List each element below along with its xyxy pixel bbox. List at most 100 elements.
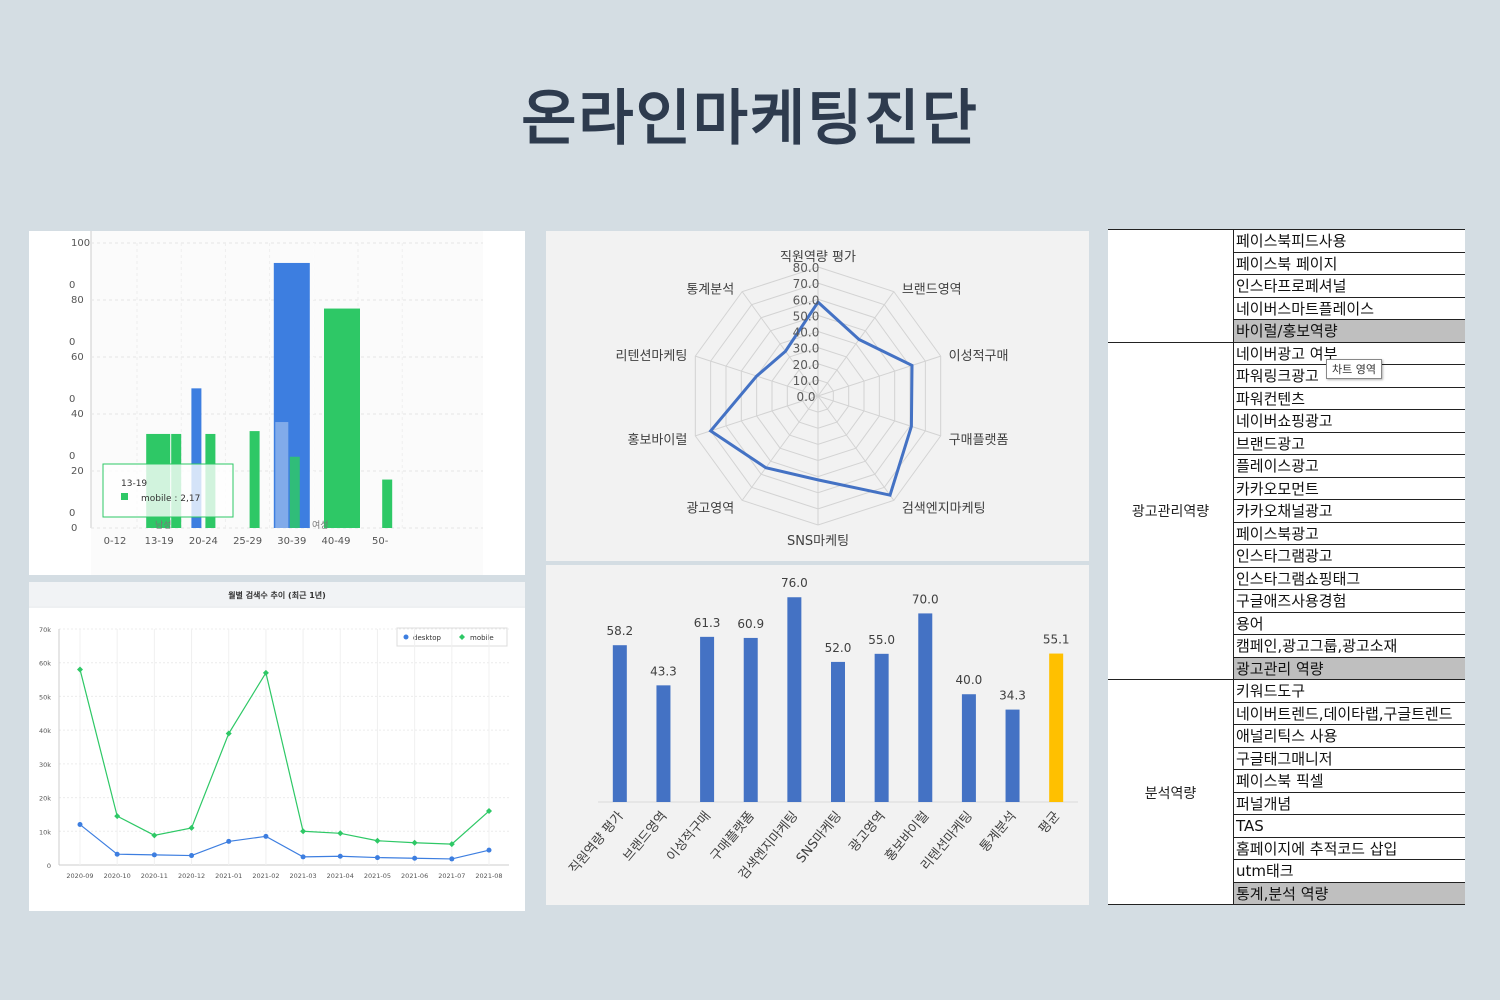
age-y-tick-label: 100 xyxy=(71,238,90,249)
age-y-ghost-tick: 0 xyxy=(69,508,75,519)
table-group-divider xyxy=(1108,904,1234,905)
score-x-tick-label: 평균 xyxy=(1036,809,1063,837)
table-row-item: 카카오모먼트 xyxy=(1234,478,1465,500)
table-row-item: 페이스북 페이지 xyxy=(1234,253,1465,275)
trend-point-mobile xyxy=(114,813,121,820)
checklist-table: 페이스북피드사용 페이스북 페이지 인스타프로페셔널 네이버스마트플레이스 바이럴/홍보… xyxy=(1108,229,1465,905)
age-bar-mobile xyxy=(382,479,393,528)
trend-x-tick-label: 2020-12 xyxy=(178,872,205,880)
trend-x-tick-label: 2021-01 xyxy=(215,872,242,880)
score-data-label: 55.1 xyxy=(1043,633,1070,647)
score-bar xyxy=(743,637,758,802)
radar-chart-panel: 80.0 70.0 60.0 50.0 40.0 30.0 20.0 10.0 0.0 직원역량 … xyxy=(546,231,1089,561)
table-row-item: 애널리틱스 사용 xyxy=(1234,725,1465,748)
trend-point-mobile xyxy=(486,808,492,815)
age-ghost-bar xyxy=(275,422,289,529)
table-row-item: 네이버스마트플레이스 xyxy=(1234,298,1465,320)
radar-spoke xyxy=(741,291,819,397)
trend-point-mobile xyxy=(374,837,381,844)
trend-point-desktop xyxy=(300,854,306,860)
score-bar xyxy=(831,661,845,802)
table-row-item: 캠페인,광고그룹,광고소재 xyxy=(1234,635,1465,658)
age-y-ghost-tick: 0 xyxy=(69,451,75,462)
trend-y-tick-label: 0 xyxy=(47,862,51,870)
radar-chart: 80.0 70.0 60.0 50.0 40.0 30.0 20.0 10.0 0.0 직원역량 … xyxy=(616,250,1009,549)
table-row-item: TAS xyxy=(1234,815,1465,838)
radar-axis-label: 직원역량 평가 xyxy=(780,250,856,265)
score-x-tick-label: 직원역량 평가 xyxy=(567,809,627,877)
radar-axis-label: 브랜드영역 xyxy=(902,283,962,298)
score-bar xyxy=(656,685,671,802)
radar-tick-label: 10.0 xyxy=(793,374,820,388)
trend-x-tick-label: 2020-09 xyxy=(66,872,93,880)
table-row-item: 구글애즈사용경험 xyxy=(1234,590,1465,613)
age-x-tick-label: 0-12 xyxy=(104,536,127,547)
age-ghost-bar xyxy=(333,499,343,528)
trend-point-mobile xyxy=(448,841,455,848)
table-column-divider xyxy=(1233,229,1234,905)
score-bar xyxy=(874,653,889,802)
table-row-item: 인스타그램쇼핑태그 xyxy=(1234,568,1465,590)
radar-spoke xyxy=(695,395,819,437)
radar-axis-label: 검색엔지마케팅 xyxy=(902,501,986,516)
age-bar-mobile xyxy=(249,431,260,528)
trend-chart-panel: 월별 검색수 추이 (최근 1년) desktop mobile 70k 60k 5… xyxy=(29,582,525,911)
trend-point-desktop xyxy=(114,851,120,857)
trend-y-tick-label: 20k xyxy=(39,795,51,803)
radar-tick-label: 40.0 xyxy=(793,326,820,340)
age-tooltip-label: mobile : 2,17 xyxy=(141,494,200,504)
radar-spoke xyxy=(817,395,895,501)
radar-tick-label: 70.0 xyxy=(793,277,820,291)
score-bar xyxy=(918,613,933,802)
radar-tick-label: 50.0 xyxy=(793,309,820,323)
table-row-item: 브랜드광고 xyxy=(1234,433,1465,455)
table-row-item: 플레이스광고 xyxy=(1234,455,1465,478)
table-group-divider xyxy=(1108,679,1234,680)
trend-point-mobile xyxy=(77,666,83,673)
radar-axis-label: 홍보바이럴 xyxy=(628,433,688,448)
trend-x-tick-label: 2021-04 xyxy=(327,872,354,880)
table-row-item: 페이스북피드사용 xyxy=(1234,230,1465,253)
trend-x-tick-label: 2021-02 xyxy=(252,872,279,880)
table-row-item: 페이스북광고 xyxy=(1234,523,1465,545)
trend-x-tick-label: 2021-06 xyxy=(401,872,428,880)
trend-point-mobile xyxy=(411,839,418,846)
score-data-label: 34.3 xyxy=(999,689,1026,703)
trend-y-tick-label: 10k xyxy=(39,828,51,836)
table-row-summary: 광고관리 역량 xyxy=(1234,657,1465,680)
legend-desktop-marker xyxy=(403,634,409,640)
table-row-item: 홈페이지에 추적코드 삽입 xyxy=(1234,838,1465,860)
table-row-item: 인스타프로페셔널 xyxy=(1234,275,1465,298)
trend-x-tick-label: 2021-05 xyxy=(364,872,391,880)
score-bar xyxy=(1049,653,1064,802)
score-x-tick-label: 브랜드영역 xyxy=(621,809,671,864)
chart-area-tooltip: 차트 영역 xyxy=(1326,359,1382,379)
radar-series-line xyxy=(708,299,914,497)
score-data-label: 70.0 xyxy=(912,592,939,606)
trend-point-mobile xyxy=(151,832,158,839)
table-row-item: 파워링크광고 xyxy=(1234,365,1465,388)
trend-point-desktop xyxy=(486,847,492,853)
trend-point-desktop xyxy=(189,853,195,859)
table-row-item: 인스타그램광고 xyxy=(1234,545,1465,568)
score-data-label: 52.0 xyxy=(825,641,852,655)
age-x-tick-label: 50- xyxy=(372,536,389,547)
trend-chart-title: 월별 검색수 추이 (최근 1년) xyxy=(228,590,326,600)
trend-point-desktop xyxy=(337,853,343,859)
table-top-border xyxy=(1108,229,1465,230)
radar-tick-label: 30.0 xyxy=(793,342,820,356)
trend-title-bar xyxy=(29,582,525,606)
score-chart-panel: 58.2 직원역량 평가 43.3 브랜드영역 61.3 이성적구매 60.9 구매플랫폼 76… xyxy=(546,565,1089,905)
radar-tick-label: 20.0 xyxy=(793,358,820,372)
age-tooltip-title: 13-19 xyxy=(121,479,147,489)
table-row-item: 네이버쇼핑광고 xyxy=(1234,410,1465,433)
age-y-tick-label: 20 xyxy=(71,466,84,477)
age-bar-chart: 100 80 60 40 20 0 0 0 0 0 0 0-12 13-19 20-24 25-29 30-3… xyxy=(69,231,483,575)
trend-point-desktop xyxy=(151,852,157,858)
score-bar xyxy=(1005,709,1020,802)
score-bar xyxy=(612,645,627,802)
trend-line-chart: 월별 검색수 추이 (최근 1년) desktop mobile 70k 60k 5… xyxy=(29,582,525,880)
trend-point-desktop xyxy=(374,855,380,861)
radar-tick-label: 60.0 xyxy=(793,293,820,307)
table-row-summary: 통계,분석 역량 xyxy=(1234,882,1465,905)
